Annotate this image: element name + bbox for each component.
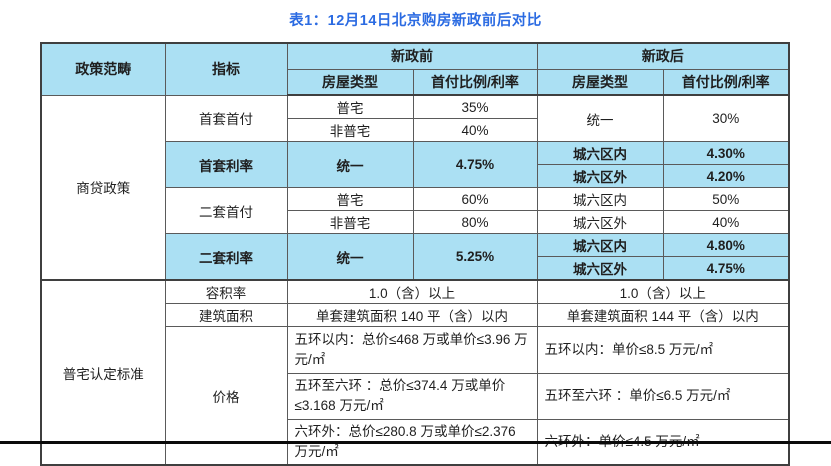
cell-before-price-within-5th-ring: 五环以内：总价≤468 万或单价≤3.96 万元/㎡ [286,326,538,374]
cell-before-value: 5.25% [412,233,538,281]
cell-after-type: 城六区外 [536,256,664,281]
cell-before-type: 统一 [286,233,414,281]
table-row: 普宅认定标准 容积率 1.0（含）以上 1.0（含）以上 [40,279,790,466]
page-bottom-divider [0,441,831,444]
cell-after-value: 1.0（含）以上 [536,279,790,304]
cell-before-type: 普宅 [286,94,414,119]
table-row: 二套首付 普宅 60% 城六区内 50% [41,187,790,234]
cell-indicator-price: 价格 [164,326,288,466]
table-row: 城六区外 4.75% [41,256,790,281]
cell-before-type: 统一 [286,141,414,188]
cell-after-type: 统一 [536,94,664,142]
cell-after-type: 城六区外 [536,164,664,188]
cell-after-type: 城六区内 [536,187,664,211]
cell-after-price-5th-to-6th-ring: 五环至六环 ：单价≤6.5 万元/㎡ [536,373,790,420]
cell-indicator-floor-area: 建筑面积 [164,303,288,327]
cell-before-type: 非普宅 [286,210,414,234]
cell-before-price-5th-to-6th-ring: 五环至六环 ：总价≤374.4 万或单价≤3.168 万元/㎡ [286,373,538,420]
header-ratio-rate-before: 首付比例/利率 [412,68,538,96]
table-row: 二套利率 统一 5.25% 城六区内 4.80% [41,233,790,281]
cell-before-value: 40% [412,118,538,142]
header-indicator: 指标 [164,42,288,96]
table-row: 五环至六环 ：总价≤374.4 万或单价≤3.168 万元/㎡ 五环至六环 ：单… [41,373,790,420]
header-after-policy: 新政后 [536,42,790,70]
table-row: 非普宅 40% [41,118,789,142]
cell-after-price-within-5th-ring: 五环以内：单价≤8.5 万元/㎡ [536,326,790,374]
cell-after-type: 城六区内 [536,233,664,257]
cell-before-value: 80% [412,210,538,234]
cell-before-value: 35% [412,94,538,119]
cell-before-type: 非普宅 [286,118,414,142]
cell-after-value: 单套建筑面积 144 平（含）以内 [536,303,790,327]
table-row: 商贷政策 首套首付 普宅 35% 统一 30% [40,94,790,281]
cell-after-value: 4.80% [662,233,790,257]
table-row: 非普宅 80% 城六区外 40% [41,210,790,234]
cell-category-ordinary-housing: 普宅认定标准 [40,279,166,466]
table-row: 城六区外 4.20% [41,164,790,188]
header-house-type-before: 房屋类型 [286,68,414,96]
cell-before-value: 单套建筑面积 140 平（含）以内 [286,303,538,327]
cell-after-value: 50% [662,187,790,211]
table-row: 建筑面积 单套建筑面积 140 平（含）以内 单套建筑面积 144 平（含）以内 [41,303,790,327]
cell-before-value: 4.75% [412,141,538,188]
table-title: 表1：12月14日北京购房新政前后对比 [289,13,542,29]
policy-comparison-table: 政策范畴 指标 新政前 新政后 房屋类型 首付比例/利率 房屋类型 首付比例/利… [40,42,790,466]
cell-before-type: 普宅 [286,187,414,211]
cell-indicator-second-downpayment: 二套首付 [164,187,288,234]
cell-after-value: 4.75% [662,256,790,281]
cell-after-value: 4.30% [662,141,790,165]
cell-before-value: 1.0（含）以上 [286,279,538,304]
cell-before-value: 60% [412,187,538,211]
cell-indicator-first-downpayment: 首套首付 [164,94,288,142]
cell-category-commercial-loan: 商贷政策 [40,94,166,281]
cell-indicator-second-rate: 二套利率 [164,233,288,281]
cell-after-value: 30% [662,94,790,142]
cell-after-value: 4.20% [662,164,790,188]
cell-after-value: 40% [662,210,790,234]
header-before-policy: 新政前 [286,42,538,70]
cell-after-type: 城六区外 [536,210,664,234]
header-ratio-rate-after: 首付比例/利率 [662,68,790,96]
table-row: 首套利率 统一 4.75% 城六区内 4.30% [41,141,790,188]
cell-indicator-plot-ratio: 容积率 [164,279,288,304]
cell-after-type: 城六区内 [536,141,664,165]
header-house-type-after: 房屋类型 [536,68,664,96]
cell-indicator-first-rate: 首套利率 [164,141,288,188]
header-category: 政策范畴 [40,42,166,96]
